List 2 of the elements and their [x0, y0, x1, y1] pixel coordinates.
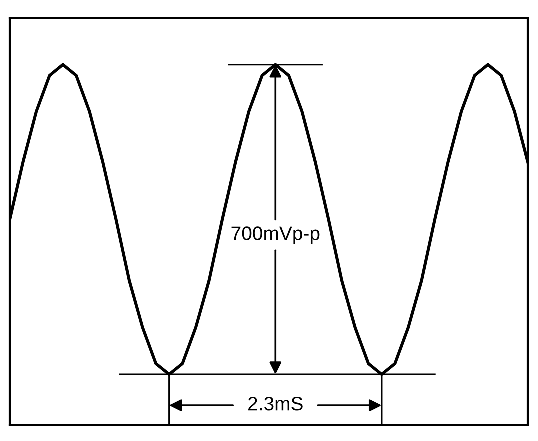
annotation: 700mVp-p	[232, 226, 320, 244]
annotation: 2.3mS	[248, 397, 303, 411]
